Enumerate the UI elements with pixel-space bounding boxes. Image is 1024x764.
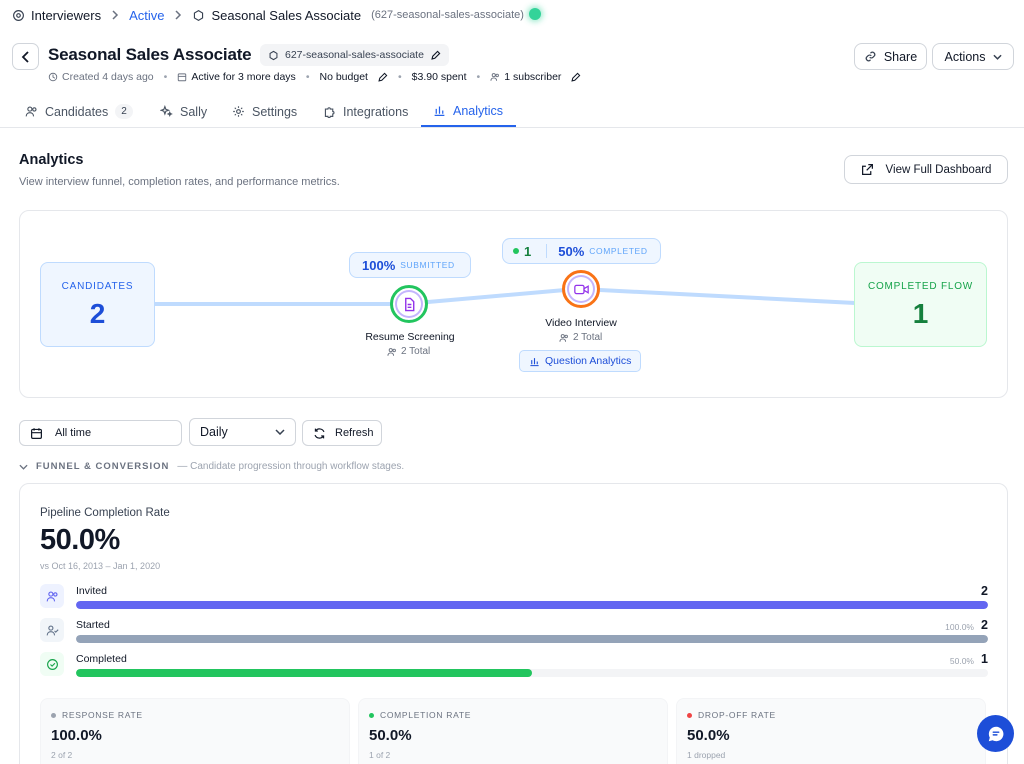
drop-off-rate-card: DROP-OFF RATE 50.0% 1 dropped xyxy=(676,698,986,764)
resume-screening-label: Resume Screening xyxy=(365,331,455,343)
users-icon xyxy=(40,584,64,608)
chevron-down-icon xyxy=(992,54,1002,60)
edit-budget-icon xyxy=(378,72,388,82)
analytics-subtitle: View interview funnel, completion rates,… xyxy=(19,176,340,188)
document-icon xyxy=(404,297,414,311)
user-check-icon xyxy=(40,618,64,642)
refresh-button[interactable]: Refresh xyxy=(302,420,382,446)
response-rate-card: RESPONSE RATE 100.0% 2 of 2 xyxy=(40,698,350,764)
comparison-range: vs Oct 16, 2013 – Jan 1, 2020 xyxy=(40,561,161,571)
funnel-section-header[interactable]: FUNNEL & CONVERSION — Candidate progress… xyxy=(19,461,404,472)
calendar-icon xyxy=(31,427,42,439)
completion-rate-card: COMPLETION RATE 50.0% 1 of 2 xyxy=(358,698,668,764)
video-completed-pill: 1 50% COMPLETED xyxy=(502,238,661,264)
resume-submitted-pill: 100% SUBMITTED xyxy=(349,252,471,278)
active-meta: Active for 3 more days xyxy=(177,71,296,83)
users-icon xyxy=(559,333,568,342)
users-icon xyxy=(25,106,37,117)
candidates-stat: CANDIDATES 2 xyxy=(40,262,155,347)
tab-analytics[interactable]: Analytics xyxy=(421,96,517,127)
date-range-picker[interactable]: All time xyxy=(19,420,182,446)
refresh-icon xyxy=(314,427,325,439)
resume-screening-node[interactable] xyxy=(390,285,428,323)
flow-icon xyxy=(192,9,205,22)
calendar-icon xyxy=(178,73,187,82)
video-interview-node[interactable] xyxy=(562,270,600,308)
users-icon xyxy=(490,73,500,81)
sparkles-icon xyxy=(160,105,173,118)
clock-icon xyxy=(48,72,58,82)
workflow-flow-card: CANDIDATES 2 100% SUBMITTED Resume Scree… xyxy=(19,210,1008,398)
interviewer-icon xyxy=(12,9,25,22)
edit-slug-icon[interactable] xyxy=(430,50,441,61)
job-meta: Created 4 days ago • Active for 3 more d… xyxy=(48,71,581,83)
chevron-right-icon xyxy=(174,10,182,20)
chevron-right-icon xyxy=(111,10,119,20)
video-interview-label: Video Interview xyxy=(545,317,617,329)
actions-button[interactable]: Actions xyxy=(932,43,1014,70)
breadcrumb-root[interactable]: Interviewers xyxy=(31,7,102,23)
spent-meta: $3.90 spent xyxy=(411,71,467,83)
gear-icon xyxy=(233,106,244,117)
back-button[interactable] xyxy=(12,43,39,70)
completed-dot xyxy=(513,248,519,254)
chevron-left-icon xyxy=(21,50,29,63)
users-icon xyxy=(387,347,396,356)
completed-flow-stat: COMPLETED FLOW 1 xyxy=(854,262,987,347)
view-full-dashboard-button[interactable]: View Full Dashboard xyxy=(844,155,1008,184)
page-title: Seasonal Sales Associate xyxy=(48,45,252,64)
budget-meta[interactable]: No budget xyxy=(320,71,388,83)
share-button[interactable]: Share xyxy=(854,43,927,70)
bar-chart-icon xyxy=(530,357,539,366)
question-analytics-button[interactable]: Question Analytics xyxy=(519,350,642,372)
funnel-bar-completed xyxy=(76,669,532,677)
video-camera-icon xyxy=(573,284,589,294)
flow-connector-lines xyxy=(153,288,857,306)
funnel-card: Pipeline Completion Rate 50.0% vs Oct 16… xyxy=(19,483,1008,764)
slug-pill: 627-seasonal-sales-associate xyxy=(260,44,449,66)
completion-rate-label: Pipeline Completion Rate xyxy=(40,507,170,519)
flow-icon xyxy=(268,50,279,61)
slug-text: 627-seasonal-sales-associate xyxy=(285,49,424,61)
tab-sally[interactable]: Sally xyxy=(160,96,207,127)
analytics-title: Analytics xyxy=(19,152,84,168)
tab-bar: Candidates 2 Sally Settings Integrations… xyxy=(0,96,1024,128)
breadcrumb-job: Seasonal Sales Associate xyxy=(211,7,362,23)
external-link-icon xyxy=(861,164,873,175)
breadcrumb-status[interactable]: Active xyxy=(129,7,165,23)
tab-integrations[interactable]: Integrations xyxy=(323,96,408,127)
funnel-row-started: Started 100.0% 2 xyxy=(40,618,988,648)
bar-chart-icon xyxy=(434,106,445,116)
funnel-row-invited: Invited 2 xyxy=(40,584,988,614)
funnel-bar-started xyxy=(76,635,988,643)
interval-select[interactable]: Daily xyxy=(189,418,296,446)
chat-icon xyxy=(988,726,1003,741)
created-meta: Created 4 days ago xyxy=(48,71,154,83)
live-status-indicator xyxy=(529,8,541,20)
funnel-bar-invited xyxy=(76,601,988,609)
chat-support-button[interactable] xyxy=(977,715,1014,752)
subscribers-meta[interactable]: 1 subscriber xyxy=(490,71,581,83)
breadcrumb-slug: (627-seasonal-sales-associate) xyxy=(371,9,524,21)
tab-settings[interactable]: Settings xyxy=(232,96,297,127)
funnel-row-completed: Completed 50.0% 1 xyxy=(40,652,988,682)
tab-candidates[interactable]: Candidates 2 xyxy=(25,96,133,127)
chevron-down-icon xyxy=(19,464,28,470)
breadcrumb: Interviewers Active Seasonal Sales Assoc… xyxy=(12,6,524,24)
link-icon xyxy=(865,51,876,62)
video-interview-total: 2 Total xyxy=(559,332,602,343)
check-circle-icon xyxy=(40,652,64,676)
resume-screening-total: 2 Total xyxy=(387,346,430,357)
edit-subscribers-icon xyxy=(571,72,581,82)
chevron-down-icon xyxy=(275,429,285,435)
completion-rate-value: 50.0% xyxy=(40,524,120,556)
candidates-count-badge: 2 xyxy=(115,104,133,119)
puzzle-icon xyxy=(324,107,335,118)
